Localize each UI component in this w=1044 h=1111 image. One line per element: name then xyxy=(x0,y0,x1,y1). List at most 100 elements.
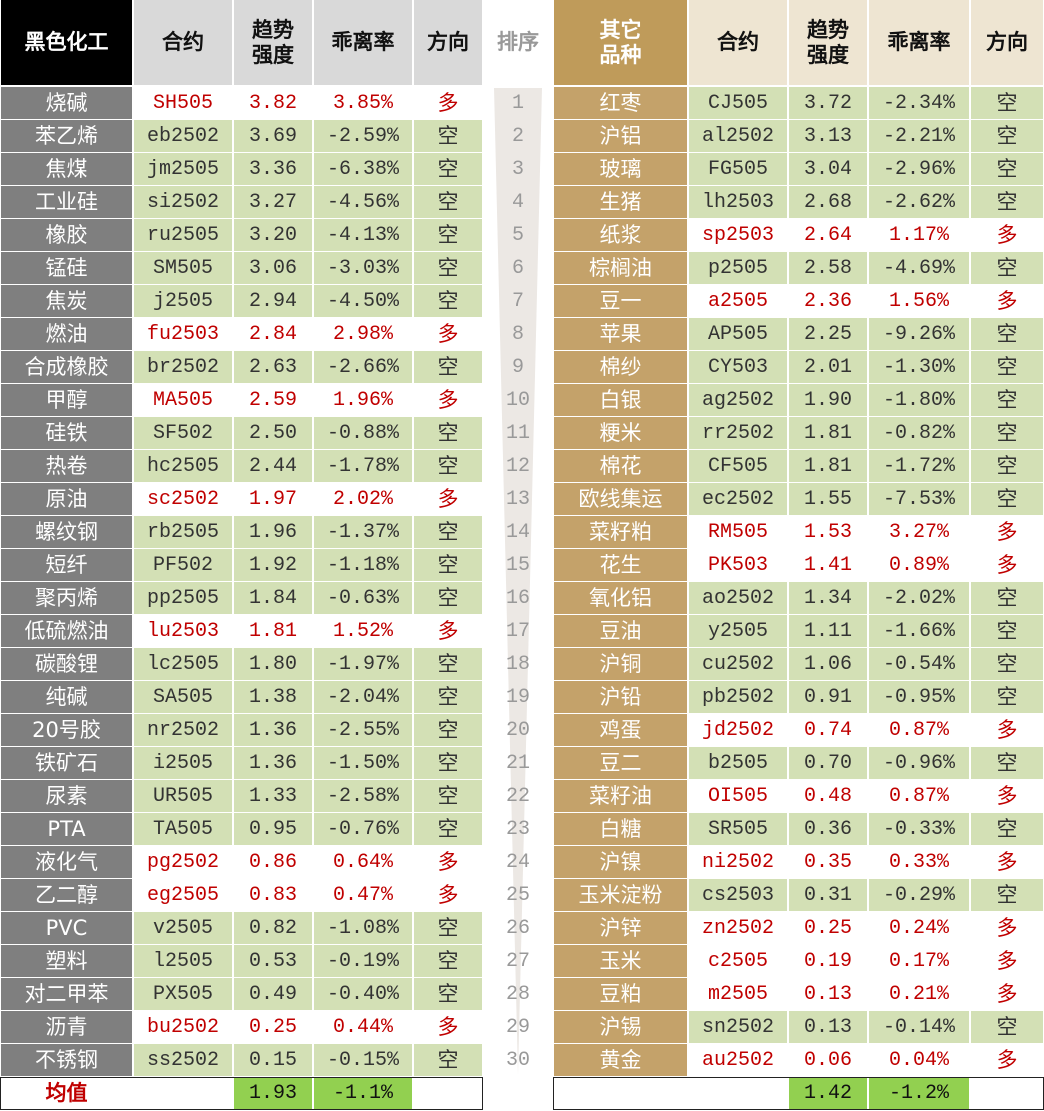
direction: 多 xyxy=(414,879,482,911)
bias-rate: 2.98% xyxy=(314,318,412,350)
trend-strength: 1.11 xyxy=(789,615,867,647)
rank-number: 24 xyxy=(505,850,530,874)
category: PTA xyxy=(1,813,132,845)
contract: SM505 xyxy=(134,252,232,284)
trend-strength: 1.81 xyxy=(789,417,867,449)
category: 红枣 xyxy=(554,87,687,119)
contract: eg2505 xyxy=(134,879,232,911)
trend-strength: 0.35 xyxy=(789,846,867,878)
trend-strength: 1.36 xyxy=(234,747,312,779)
contract: i2505 xyxy=(134,747,232,779)
category: 玉米 xyxy=(554,945,687,977)
direction: 空 xyxy=(971,120,1043,152)
category: 液化气 xyxy=(1,846,132,878)
direction: 空 xyxy=(414,450,482,482)
bias-rate: -2.34% xyxy=(869,87,969,119)
bias-rate: 0.24% xyxy=(869,912,969,944)
category: 尿素 xyxy=(1,780,132,812)
category: 菜籽粕 xyxy=(554,516,687,548)
direction: 空 xyxy=(414,186,482,218)
category: 棕榈油 xyxy=(554,252,687,284)
contract: cu2502 xyxy=(689,648,787,680)
category: 豆一 xyxy=(554,285,687,317)
rank-number: 2 xyxy=(511,124,524,148)
trend-strength: 0.13 xyxy=(789,1011,867,1043)
trend-strength: 1.81 xyxy=(789,450,867,482)
bias-rate: 0.89% xyxy=(869,549,969,581)
bias-rate: -2.55% xyxy=(314,714,412,746)
bias-rate: 0.64% xyxy=(314,846,412,878)
bias-rate: -0.95% xyxy=(869,681,969,713)
bias-rate: 0.04% xyxy=(869,1044,969,1076)
direction: 多 xyxy=(414,1011,482,1043)
bias-rate: -1.72% xyxy=(869,450,969,482)
contract: MA505 xyxy=(134,384,232,416)
contract: al2502 xyxy=(689,120,787,152)
contract: SA505 xyxy=(134,681,232,713)
direction: 空 xyxy=(414,549,482,581)
rank-number: 13 xyxy=(505,487,530,511)
bias-rate: -0.29% xyxy=(869,879,969,911)
category: 沪铅 xyxy=(554,681,687,713)
contract: br2502 xyxy=(134,351,232,383)
direction: 多 xyxy=(971,912,1043,944)
rank-number: 21 xyxy=(505,751,530,775)
trend-strength: 2.59 xyxy=(234,384,312,416)
trend-strength: 3.27 xyxy=(234,186,312,218)
contract: sn2502 xyxy=(689,1011,787,1043)
bias-rate: -4.56% xyxy=(314,186,412,218)
trend-strength: 3.72 xyxy=(789,87,867,119)
bias-rate: -0.19% xyxy=(314,945,412,977)
bias-rate: -1.78% xyxy=(314,450,412,482)
trend-strength: 0.95 xyxy=(234,813,312,845)
trend-strength: 0.91 xyxy=(789,681,867,713)
bias-rate: -9.26% xyxy=(869,318,969,350)
bias-rate: -1.18% xyxy=(314,549,412,581)
trend-strength: 0.13 xyxy=(789,978,867,1010)
bias-rate: -3.03% xyxy=(314,252,412,284)
contract: ec2502 xyxy=(689,483,787,515)
contract: zn2502 xyxy=(689,912,787,944)
bias-rate: 2.02% xyxy=(314,483,412,515)
category: 苹果 xyxy=(554,318,687,350)
trend-strength: 0.49 xyxy=(234,978,312,1010)
average-strength: 1.42 xyxy=(789,1077,867,1109)
contract: fu2503 xyxy=(134,318,232,350)
category: 20号胶 xyxy=(1,714,132,746)
trend-strength: 0.83 xyxy=(234,879,312,911)
direction: 多 xyxy=(414,846,482,878)
direction: 多 xyxy=(971,714,1043,746)
contract: sc2502 xyxy=(134,483,232,515)
direction: 空 xyxy=(414,813,482,845)
contract: p2505 xyxy=(689,252,787,284)
category: 燃油 xyxy=(1,318,132,350)
bias-rate: -1.66% xyxy=(869,615,969,647)
direction: 空 xyxy=(971,681,1043,713)
trend-strength: 3.13 xyxy=(789,120,867,152)
category: 原油 xyxy=(1,483,132,515)
contract: FG505 xyxy=(689,153,787,185)
direction: 空 xyxy=(971,318,1043,350)
bias-rate: -1.50% xyxy=(314,747,412,779)
average-bias: -1.1% xyxy=(314,1077,412,1109)
bias-rate: -0.15% xyxy=(314,1044,412,1076)
rank-number: 1 xyxy=(511,91,524,115)
bias-rate: -0.76% xyxy=(314,813,412,845)
trend-strength: 1.06 xyxy=(789,648,867,680)
trend-strength: 0.48 xyxy=(789,780,867,812)
category: 豆油 xyxy=(554,615,687,647)
category: 粳米 xyxy=(554,417,687,449)
direction: 多 xyxy=(971,549,1043,581)
category: 锰硅 xyxy=(1,252,132,284)
category: 合成橡胶 xyxy=(1,351,132,383)
bias-rate: 0.87% xyxy=(869,780,969,812)
trend-strength: 2.63 xyxy=(234,351,312,383)
direction: 多 xyxy=(971,780,1043,812)
contract: UR505 xyxy=(134,780,232,812)
contract: PF502 xyxy=(134,549,232,581)
direction: 空 xyxy=(971,351,1043,383)
bias-rate: -0.54% xyxy=(869,648,969,680)
bias-rate: -0.96% xyxy=(869,747,969,779)
category: 花生 xyxy=(554,549,687,581)
